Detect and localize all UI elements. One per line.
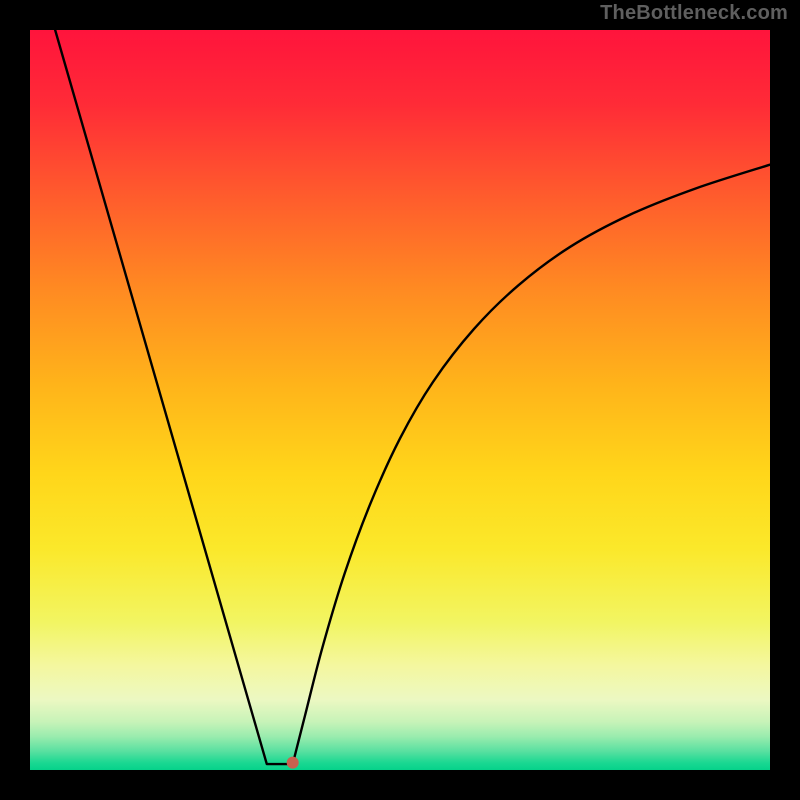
bottleneck-chart: [0, 0, 800, 800]
optimum-marker: [287, 757, 299, 769]
plot-background: [30, 30, 770, 770]
chart-frame: TheBottleneck.com: [0, 0, 800, 800]
watermark-text: TheBottleneck.com: [600, 2, 788, 25]
